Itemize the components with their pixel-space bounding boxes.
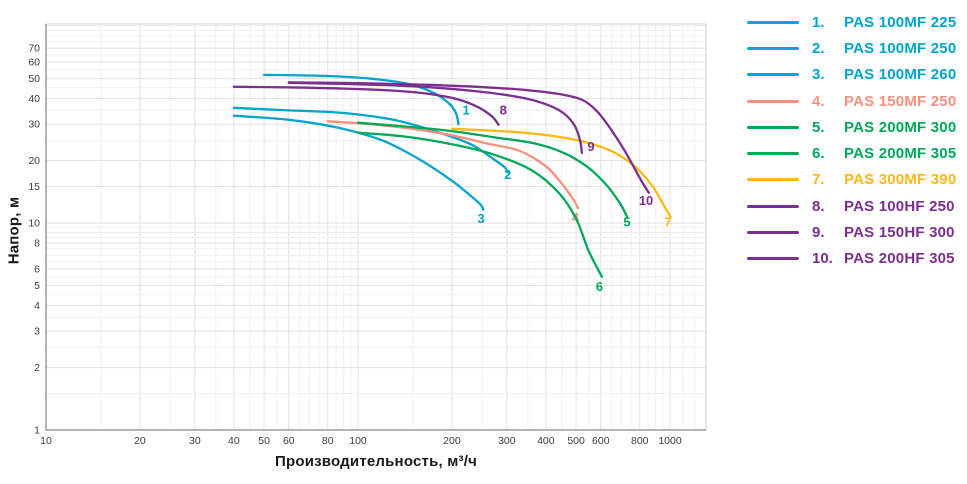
legend-line-swatch <box>747 125 799 129</box>
legend-item-number: 2. <box>812 39 825 57</box>
legend-item-number: 9. <box>812 224 825 242</box>
legend-item: 6. PAS 200MF 305 <box>747 140 965 166</box>
y-tick-label: 10 <box>28 218 40 230</box>
x-tick-label: 80 <box>322 435 334 447</box>
legend-item: 7. PAS 300MF 390 <box>747 167 965 193</box>
legend-item-number: 1. <box>812 13 825 31</box>
curve-pas-100hf-250 <box>232 85 500 126</box>
legend-line-swatch <box>747 99 799 103</box>
legend-item-label: PAS 300MF 390 <box>844 171 957 189</box>
legend-item: 10. PAS 200HF 305 <box>747 246 965 272</box>
y-tick-label: 1 <box>34 425 40 437</box>
curve-number-label: 7 <box>664 215 671 230</box>
y-tick-label: 3 <box>34 326 40 338</box>
x-tick-label: 300 <box>498 435 516 447</box>
y-tick-label: 8 <box>34 238 40 250</box>
legend-line-swatch <box>747 178 799 182</box>
legend-item-number: 3. <box>812 66 825 84</box>
curve-pas-200mf-300 <box>356 121 629 219</box>
curve-number-label: 2 <box>504 167 511 182</box>
y-tick-label: 5 <box>34 280 40 292</box>
legend-item: 4. PAS 150MF 250 <box>747 88 965 114</box>
legend-line-swatch <box>747 152 799 156</box>
legend-item: 1. PAS 100MF 225 <box>747 9 965 35</box>
y-tick-label: 6 <box>34 263 40 275</box>
legend-item: 5. PAS 200MF 300 <box>747 114 965 140</box>
curve-pas-200hf-305 <box>287 81 650 194</box>
legend-item: 3. PAS 100MF 260 <box>747 62 965 88</box>
x-tick-label: 20 <box>134 435 146 447</box>
legend-item-number: 6. <box>812 145 825 163</box>
legend: 1. PAS 100MF 225 2. PAS 100MF 250 3. PAS 100M… <box>747 9 965 272</box>
x-axis-title: Производительность, м³/ч <box>275 453 477 470</box>
x-tick-label: 400 <box>537 435 555 447</box>
curve-number-label: 1 <box>462 102 469 117</box>
legend-item-label: PAS 200MF 300 <box>844 118 957 136</box>
legend-item: 8. PAS 100HF 250 <box>747 193 965 219</box>
legend-item-label: PAS 100MF 225 <box>844 13 957 31</box>
legend-item-number: 5. <box>812 118 825 136</box>
y-tick-label: 70 <box>28 43 40 55</box>
y-axis-title: Напор, м <box>5 196 23 265</box>
curve-pas-200mf-305 <box>356 131 604 278</box>
legend-item-label: PAS 100MF 250 <box>844 39 957 57</box>
x-tick-label: 800 <box>631 435 649 447</box>
y-tick-label: 20 <box>28 155 40 167</box>
x-tick-label: 60 <box>283 435 295 447</box>
legend-item-label: PAS 200MF 305 <box>844 145 957 163</box>
y-tick-label: 50 <box>28 73 40 85</box>
curve-number-label: 5 <box>623 215 630 230</box>
legend-item-label: PAS 150HF 300 <box>844 224 955 242</box>
curve-pas-150hf-300 <box>287 81 584 155</box>
curve-pas-300mf-390 <box>450 127 672 219</box>
y-tick-label: 2 <box>34 362 40 374</box>
curve-pas-100mf-225 <box>262 73 460 126</box>
x-tick-label: 10 <box>40 435 52 447</box>
curve-number-label: 10 <box>639 193 653 208</box>
legend-item-number: 10. <box>812 250 833 268</box>
x-tick-label: 100 <box>349 435 367 447</box>
legend-line-swatch <box>747 20 799 24</box>
legend-item: 9. PAS 150HF 300 <box>747 219 965 245</box>
y-tick-label: 60 <box>28 56 40 68</box>
legend-item-label: PAS 100HF 250 <box>844 197 955 215</box>
curve-number-label: 8 <box>500 102 507 117</box>
x-tick-label: 1000 <box>658 435 682 447</box>
legend-item-label: PAS 100MF 260 <box>844 66 957 84</box>
x-tick-label: 40 <box>228 435 240 447</box>
x-tick-label: 200 <box>443 435 461 447</box>
x-tick-label: 30 <box>189 435 201 447</box>
x-tick-label: 50 <box>258 435 270 447</box>
curve-number-label: 3 <box>477 211 484 226</box>
legend-line-swatch <box>747 204 799 208</box>
pump-curves-chart: 1 2 3 4 5 6 8 10 15 20 30 40 50 60 70 10 20 30 40 50 60 80 100… <box>5 23 707 470</box>
legend-line-swatch <box>747 73 799 77</box>
legend-line-swatch <box>747 231 799 235</box>
curve-number-label: 6 <box>596 279 603 294</box>
curve-number-label: 9 <box>587 139 594 154</box>
legend-item-label: PAS 150MF 250 <box>844 92 957 110</box>
legend-line-swatch <box>747 46 799 50</box>
x-tick-label: 500 <box>567 435 585 447</box>
y-tick-label: 30 <box>28 119 40 131</box>
y-tick-label: 40 <box>28 93 40 105</box>
legend-item-number: 4. <box>812 92 825 110</box>
x-tick-label: 600 <box>592 435 610 447</box>
legend-line-swatch <box>747 257 799 261</box>
legend-item-label: PAS 200HF 305 <box>844 250 955 268</box>
y-tick-label: 15 <box>28 181 40 193</box>
legend-item-number: 7. <box>812 171 825 189</box>
curve-pas-100mf-260 <box>232 114 485 211</box>
legend-item: 2. PAS 100MF 250 <box>747 35 965 61</box>
legend-item-number: 8. <box>812 197 825 215</box>
y-tick-label: 4 <box>34 300 40 312</box>
